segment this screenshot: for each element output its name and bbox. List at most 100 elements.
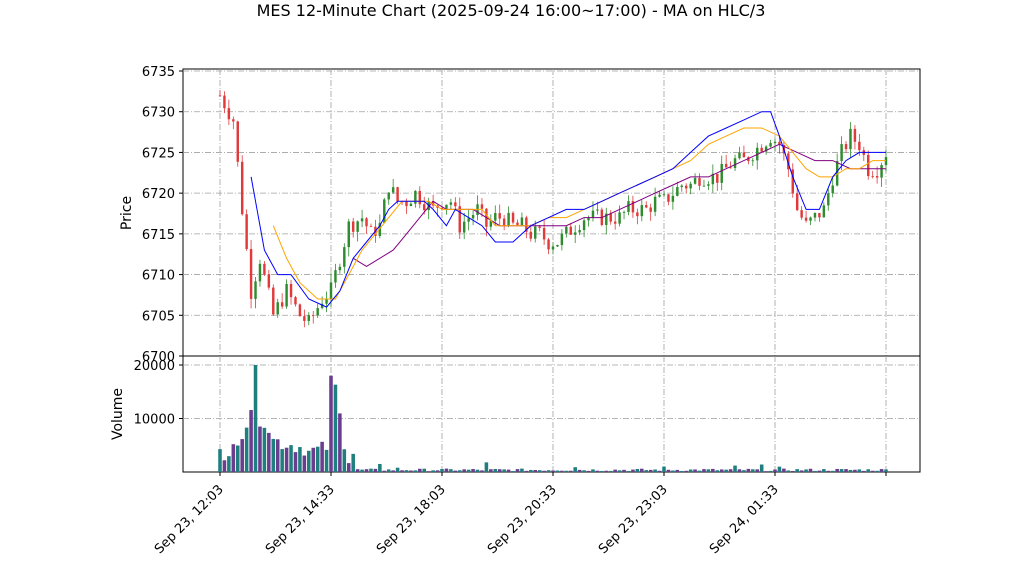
volume-tick-label: 10000	[134, 413, 175, 428]
candle-body	[325, 299, 328, 304]
volume-bar	[329, 375, 333, 472]
volume-bar	[449, 469, 453, 472]
candle-body	[280, 302, 284, 307]
price-tick-label: 6700	[142, 350, 175, 365]
candle-body	[223, 95, 226, 109]
volume-bar	[759, 464, 764, 472]
candle-body	[431, 201, 435, 206]
candle-body	[716, 173, 719, 183]
candle-body	[813, 212, 817, 218]
candle-body	[880, 165, 883, 178]
volume-bar	[577, 469, 582, 472]
candle-body	[689, 183, 692, 189]
candle-body	[680, 185, 683, 188]
candle-body	[507, 212, 510, 226]
candle-body	[334, 270, 337, 283]
volume-bar	[373, 468, 378, 472]
candle-body	[858, 141, 861, 151]
candle-body	[494, 213, 497, 221]
volume-bar	[635, 468, 640, 472]
candle-body	[605, 213, 608, 225]
price-panel: 6700 6705 6710 6715 6720 6725 6730 6735 Price	[119, 65, 921, 365]
volume-bar	[870, 470, 875, 472]
candle-body	[467, 218, 470, 222]
volume-bar	[617, 470, 622, 472]
candle-body	[245, 214, 248, 250]
candle-body	[258, 263, 262, 282]
volume-bars	[218, 365, 888, 472]
candle-body	[627, 201, 630, 212]
candle-body	[267, 274, 271, 288]
candle-body	[738, 152, 741, 159]
candle-body	[232, 119, 235, 122]
candle-body	[480, 204, 484, 209]
candle-body	[369, 226, 373, 228]
volume-bar	[275, 439, 280, 472]
chart-title: MES 12-Minute Chart (2025-09-24 16:00~17…	[257, 1, 766, 20]
candle-body	[671, 195, 675, 202]
volume-bar	[742, 470, 746, 472]
candle-body	[853, 128, 857, 142]
candle-body	[662, 194, 666, 196]
volume-bar	[404, 470, 409, 472]
volume-bar	[857, 469, 862, 472]
candle-body	[236, 121, 239, 162]
candle-body	[649, 207, 652, 212]
volume-bar	[493, 468, 498, 472]
candle-body	[414, 190, 417, 204]
volume-bar	[839, 469, 844, 472]
price-tick-label: 6725	[142, 146, 175, 161]
volume-bar	[822, 469, 826, 472]
volume-bar	[600, 470, 604, 472]
candle-body	[578, 230, 581, 233]
volume-bar	[502, 469, 506, 472]
candle-body	[835, 161, 839, 186]
candle-body	[440, 207, 444, 209]
volume-bar	[671, 470, 675, 472]
volume-bar	[457, 470, 462, 472]
candle-body	[622, 211, 626, 213]
volume-bar	[608, 470, 613, 472]
volume-bar	[684, 470, 688, 472]
volume-bar	[564, 470, 569, 472]
volume-bar	[866, 469, 871, 472]
volume-bar	[342, 449, 347, 472]
volume-bar	[728, 469, 733, 472]
candle-body	[298, 304, 302, 317]
volume-bar	[582, 470, 586, 472]
volume-bar	[497, 469, 502, 472]
volume-bar	[289, 445, 293, 472]
price-tick-label: 6730	[142, 106, 175, 121]
candle-body	[249, 249, 253, 299]
volume-bar	[631, 469, 635, 472]
candle-body	[591, 210, 595, 218]
volume-bar	[537, 470, 542, 472]
price-axis-label: Price	[119, 196, 135, 230]
candle-body	[343, 247, 346, 267]
volume-bar	[293, 452, 298, 472]
volume-bar	[777, 466, 782, 472]
candle-body	[827, 193, 830, 206]
volume-bar	[533, 470, 538, 472]
candle-body	[489, 220, 493, 227]
candle-body	[276, 302, 279, 315]
x-tick-label: Sep 23, 12:03	[152, 482, 227, 557]
volume-bar	[768, 470, 773, 472]
volume-bar	[719, 469, 724, 472]
volume-bar	[240, 439, 244, 472]
candle-body	[254, 281, 257, 299]
volume-bar	[462, 469, 466, 472]
candle-body	[285, 283, 288, 307]
candle-body	[471, 215, 475, 219]
volume-bar	[764, 471, 768, 472]
volume-panel: 10000 20000 Volume	[110, 355, 921, 473]
volume-bar	[267, 432, 271, 472]
volume-bar	[222, 460, 227, 472]
candle-body	[218, 95, 222, 97]
candle-body	[684, 185, 688, 189]
volume-bar	[653, 469, 657, 472]
candle-body	[809, 217, 812, 221]
candle-body	[751, 160, 755, 162]
price-tick-label: 6720	[142, 187, 175, 202]
volume-bar	[675, 469, 680, 472]
